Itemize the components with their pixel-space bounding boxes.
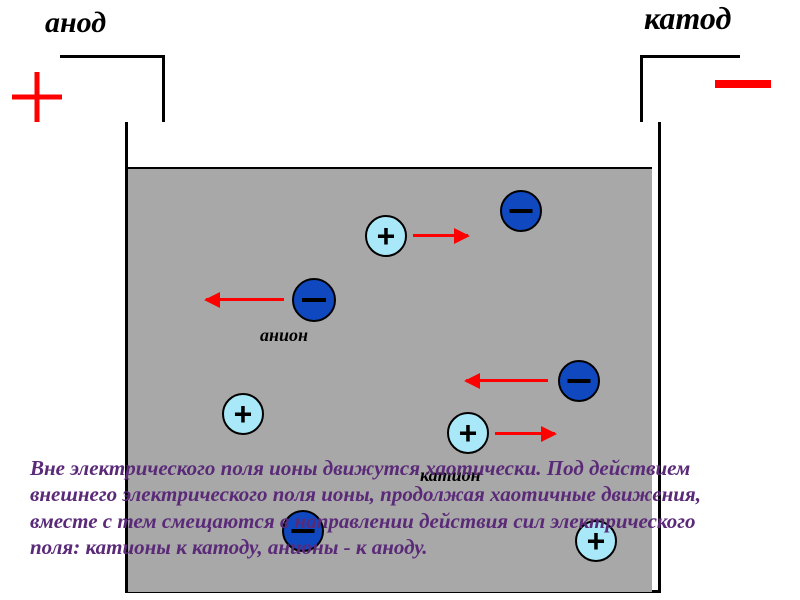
minus-icon xyxy=(510,209,533,213)
anion-2 xyxy=(292,278,336,322)
minus-icon xyxy=(568,379,591,383)
cation-3: + xyxy=(447,412,489,454)
ion-label: анион xyxy=(260,325,308,346)
anion-2-arrow xyxy=(206,298,284,301)
anion-3-arrow xyxy=(466,379,548,382)
minus-icon xyxy=(302,298,326,302)
cation-1-arrow xyxy=(413,234,468,237)
cation-2: + xyxy=(222,393,264,435)
anion-3 xyxy=(558,360,600,402)
anion-1 xyxy=(500,190,542,232)
cation-3-arrow xyxy=(495,432,555,435)
cation-1: + xyxy=(365,215,407,257)
caption-text: Вне электрического поля ионы движутся ха… xyxy=(30,455,750,560)
